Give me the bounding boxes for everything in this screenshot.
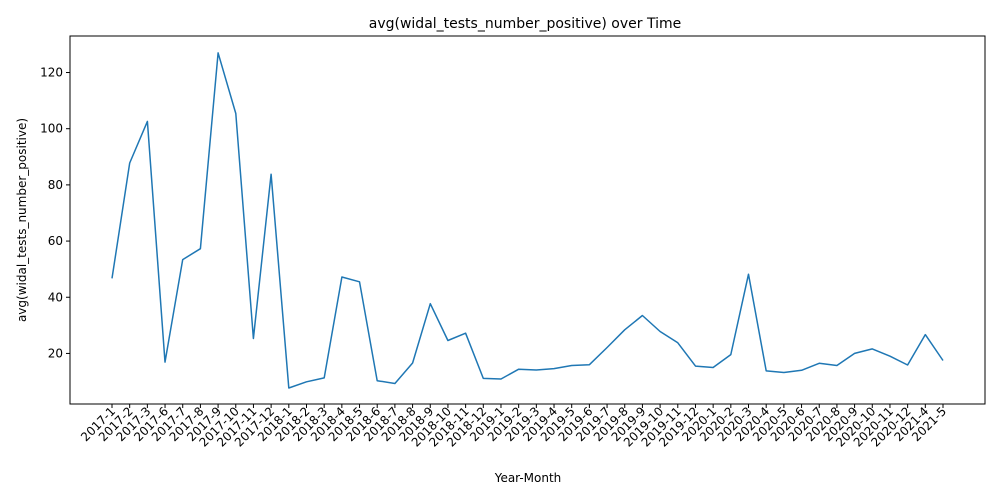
data-point [428, 302, 432, 306]
y-tick-label: 80 [48, 178, 63, 192]
data-point [145, 119, 149, 123]
data-point [676, 341, 680, 345]
data-point [499, 377, 503, 381]
data-point [269, 172, 273, 176]
data-point [216, 51, 220, 55]
data-point [640, 314, 644, 318]
y-tick-label: 40 [48, 290, 63, 304]
data-point [835, 364, 839, 368]
data-point [375, 379, 379, 383]
data-point [287, 386, 291, 390]
data-point [110, 276, 114, 280]
y-axis-label: avg(widal_tests_number_positive) [15, 118, 29, 322]
data-point [517, 367, 521, 371]
data-point [358, 280, 362, 284]
y-axis-ticks: 20 40 60 80 100 120 [40, 66, 70, 360]
x-axis-ticks: 2017-12017-22017-32017-62017-72017-82017… [78, 404, 949, 450]
data-point [464, 331, 468, 335]
data-point [393, 381, 397, 385]
data-point [411, 361, 415, 365]
data-point [941, 358, 945, 362]
data-point [764, 369, 768, 373]
series-line [111, 52, 944, 389]
data-point [552, 367, 556, 371]
data-point [570, 364, 574, 368]
data-point [340, 275, 344, 279]
data-point [251, 337, 255, 341]
data-point [181, 258, 185, 262]
data-point [853, 351, 857, 355]
data-point [782, 371, 786, 375]
data-point [888, 354, 892, 358]
data-point [587, 363, 591, 367]
data-point [800, 368, 804, 372]
series-group [110, 51, 945, 390]
data-point [623, 328, 627, 332]
data-point [870, 347, 874, 351]
data-point [163, 360, 167, 364]
y-tick-label: 120 [40, 66, 63, 80]
data-point [198, 247, 202, 251]
data-point [605, 346, 609, 350]
data-point [923, 333, 927, 337]
chart-title: avg(widal_tests_number_positive) over Ti… [369, 16, 681, 32]
data-point [747, 272, 751, 276]
data-point [711, 365, 715, 369]
data-point [658, 330, 662, 334]
y-tick-label: 100 [40, 122, 63, 136]
data-point [481, 376, 485, 380]
data-point [234, 112, 238, 116]
data-point [817, 361, 821, 365]
plot-frame [69, 35, 986, 405]
data-point [128, 161, 132, 165]
data-point [534, 368, 538, 372]
data-point [304, 380, 308, 384]
y-tick-label: 20 [48, 346, 63, 360]
data-point [906, 363, 910, 367]
data-point [322, 376, 326, 380]
data-point [446, 339, 450, 343]
data-point [693, 364, 697, 368]
data-point [729, 353, 733, 357]
y-tick-label: 60 [48, 234, 63, 248]
x-axis-label: Year-Month [494, 471, 562, 485]
